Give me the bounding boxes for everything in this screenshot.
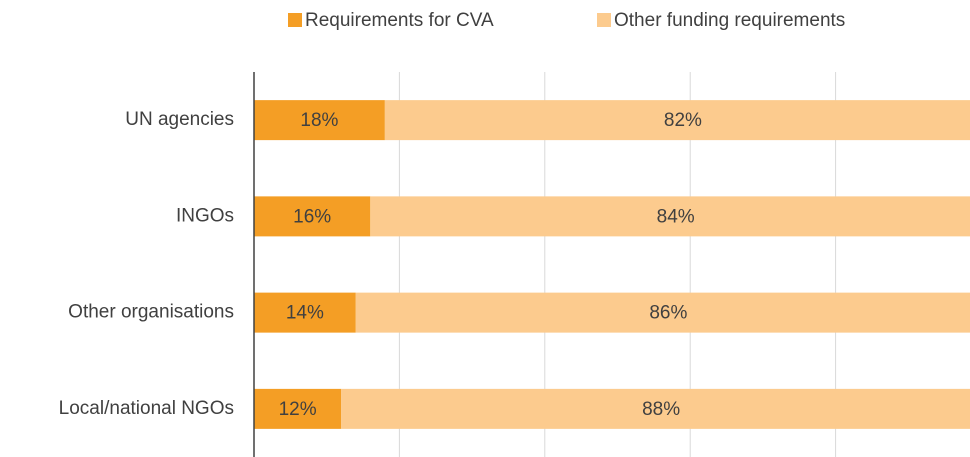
bar-segment xyxy=(355,292,970,333)
legend-swatch xyxy=(597,13,611,27)
bar-segment xyxy=(254,292,356,333)
legend-swatch xyxy=(288,13,302,27)
bar-segment xyxy=(254,196,371,237)
data-label: 84% xyxy=(657,206,695,227)
data-label: 88% xyxy=(642,399,680,420)
bar-segment xyxy=(370,196,970,237)
bar-segment xyxy=(341,388,970,429)
y-tick-label: UN agencies xyxy=(125,109,234,130)
legend-label: Requirements for CVA xyxy=(305,10,494,31)
data-label: 12% xyxy=(279,399,317,420)
y-tick-label: Other organisations xyxy=(68,302,234,323)
data-label: 86% xyxy=(649,303,687,324)
bar-segment xyxy=(254,100,385,141)
legend-label: Other funding requirements xyxy=(614,10,845,31)
data-label: 14% xyxy=(286,303,324,324)
y-tick-label: INGOs xyxy=(176,205,234,226)
bar-segment xyxy=(384,100,970,141)
y-tick-label: Local/national NGOs xyxy=(59,398,234,419)
bar-segment xyxy=(254,388,342,429)
data-label: 16% xyxy=(293,206,331,227)
data-label: 82% xyxy=(664,110,702,131)
data-label: 18% xyxy=(300,110,338,131)
